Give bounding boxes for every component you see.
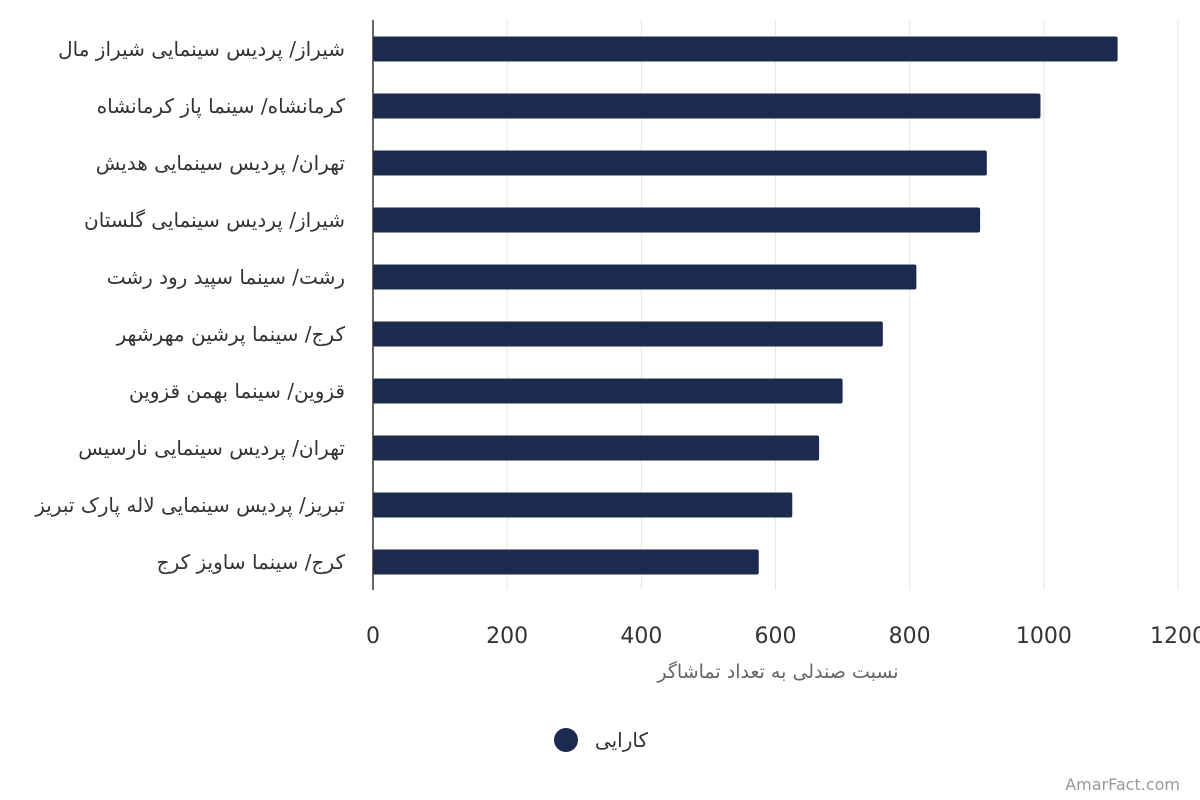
category-label: شیراز/ پردیس سینمایی شیراز مال bbox=[58, 37, 345, 62]
category-label: تهران/ پردیس سینمایی هدیش bbox=[96, 151, 345, 176]
category-label: شیراز/ پردیس سینمایی گلستان bbox=[84, 208, 345, 233]
x-tick-label: 1200 bbox=[1150, 624, 1200, 649]
x-tick-label: 800 bbox=[889, 624, 931, 649]
x-tick-label: 200 bbox=[486, 624, 528, 649]
x-tick-label: 400 bbox=[620, 624, 662, 649]
credit-text[interactable]: AmarFact.com bbox=[1065, 775, 1180, 794]
category-label: کرج/ سینما ساویز کرج bbox=[157, 550, 346, 574]
legend-marker bbox=[554, 728, 578, 752]
x-tick-label: 600 bbox=[755, 624, 797, 649]
x-tick-label: 0 bbox=[366, 624, 380, 649]
x-axis-title: نسبت صندلی به تعداد تماشاگر bbox=[656, 660, 898, 683]
category-label: کرمانشاه/ سینما پاز کرمانشاه bbox=[97, 94, 346, 119]
bar[interactable] bbox=[373, 207, 981, 233]
bar[interactable] bbox=[373, 378, 843, 404]
category-label: رشت/ سینما سپید رود رشت bbox=[107, 265, 345, 290]
bar[interactable] bbox=[373, 150, 987, 176]
category-label: تبریز/ پردیس سینمایی لاله پارک تبریز bbox=[34, 493, 345, 518]
legend[interactable]: کارایی bbox=[554, 728, 648, 752]
category-label: قزوین/ سینما بهمن قزوین bbox=[129, 379, 345, 403]
x-tick-label: 1000 bbox=[1016, 624, 1072, 649]
bar[interactable] bbox=[373, 36, 1118, 62]
legend-label: کارایی bbox=[595, 728, 649, 752]
bar[interactable] bbox=[373, 321, 883, 347]
bar[interactable] bbox=[373, 549, 759, 575]
bars bbox=[373, 36, 1118, 575]
bar[interactable] bbox=[373, 264, 917, 290]
x-tick-labels: 0 200 400 600 800 1000 1200 bbox=[366, 624, 1200, 649]
category-label: تهران/ پردیس سینمایی نارسیس bbox=[78, 436, 345, 461]
category-label: کرج/ سینما پرشین مهرشهر bbox=[116, 322, 346, 347]
category-labels: شیراز/ پردیس سینمایی شیراز مال کرمانشاه/ … bbox=[34, 37, 345, 574]
bar[interactable] bbox=[373, 492, 793, 518]
bar[interactable] bbox=[373, 93, 1041, 119]
bar[interactable] bbox=[373, 435, 820, 461]
